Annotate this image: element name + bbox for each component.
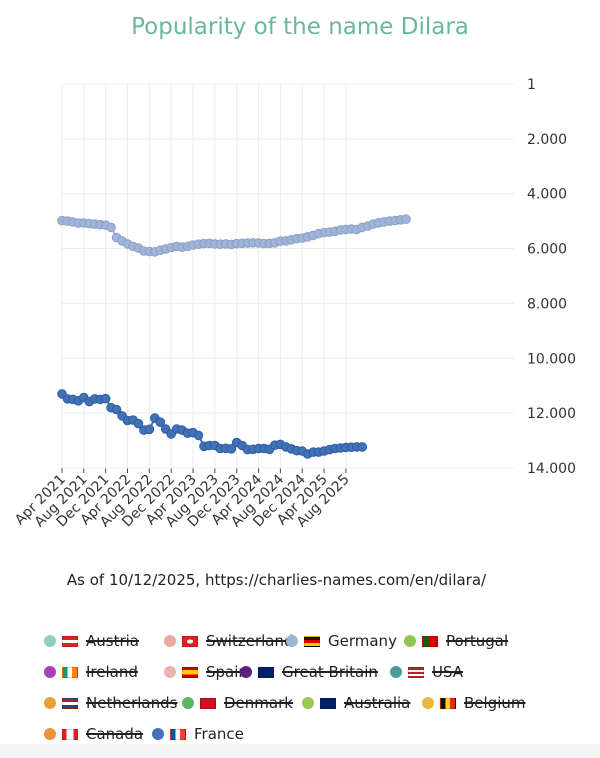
legend-label: Switzerland xyxy=(206,632,294,650)
data-point-france[interactable] xyxy=(133,418,144,429)
switzerland-flag-icon xyxy=(182,635,198,647)
y-tick-label: 12.000 xyxy=(527,406,576,422)
legend-item-netherlands[interactable]: Netherlands xyxy=(44,694,177,712)
usa-flag-icon xyxy=(408,666,424,678)
data-point-germany[interactable] xyxy=(106,222,116,233)
y-tick-label: 8.000 xyxy=(527,296,567,312)
germany-flag-icon xyxy=(304,635,320,647)
belgium-flag-icon xyxy=(440,697,456,709)
legend-label: Spain xyxy=(206,663,248,681)
legend-item-australia[interactable]: Australia xyxy=(302,694,410,712)
legend-item-belgium[interactable]: Belgium xyxy=(422,694,526,712)
legend-label: Portugal xyxy=(446,632,509,650)
legend-item-denmark[interactable]: Denmark xyxy=(182,694,293,712)
legend-label: Denmark xyxy=(224,694,293,712)
legend-label: Austria xyxy=(86,632,139,650)
legend-marker xyxy=(44,635,56,647)
uk-flag-icon xyxy=(258,666,274,678)
legend-marker xyxy=(44,697,56,709)
australia-flag-icon xyxy=(320,697,336,709)
legend-item-canada[interactable]: Canada xyxy=(44,725,143,743)
legend-marker xyxy=(286,635,298,647)
legend-item-great-britain[interactable]: Great Britain xyxy=(240,663,378,681)
legend-label: Ireland xyxy=(86,663,138,681)
legend-marker xyxy=(390,666,402,678)
legend-label: Germany xyxy=(328,632,397,650)
y-tick-label: 10.000 xyxy=(527,351,576,367)
legend-label: Australia xyxy=(344,694,411,712)
legend-marker xyxy=(404,635,416,647)
legend-label: Great Britain xyxy=(282,663,378,681)
legend-item-usa[interactable]: USA xyxy=(390,663,463,681)
canada-flag-icon xyxy=(62,728,78,740)
y-tick-label: 6.000 xyxy=(527,242,567,258)
legend-marker xyxy=(44,728,56,740)
chart-points xyxy=(57,214,411,459)
legend-item-france[interactable]: France xyxy=(152,725,244,743)
spain-flag-icon xyxy=(182,666,198,678)
data-point-france[interactable] xyxy=(111,404,122,415)
legend-marker xyxy=(164,666,176,678)
source-note: As of 10/12/2025, https://charlies-names… xyxy=(66,571,487,589)
austria-flag-icon xyxy=(62,635,78,647)
legend-item-ireland[interactable]: Ireland xyxy=(44,663,138,681)
data-point-france[interactable] xyxy=(144,424,155,435)
legend-item-austria[interactable]: Austria xyxy=(44,632,139,650)
legend-item-portugal[interactable]: Portugal xyxy=(404,632,508,650)
chart-axes: 12.0004.0006.0008.00010.00012.00014.000A… xyxy=(12,77,576,531)
legend-label: Belgium xyxy=(464,694,526,712)
data-point-france[interactable] xyxy=(193,430,204,441)
chart-lines xyxy=(61,218,407,456)
data-point-france[interactable] xyxy=(357,442,368,452)
legend-marker xyxy=(240,666,252,678)
denmark-flag-icon xyxy=(200,697,216,709)
legend-label: Canada xyxy=(86,725,144,743)
legend-marker xyxy=(422,697,434,709)
legend-marker xyxy=(44,666,56,678)
y-tick-label: 14.000 xyxy=(527,461,576,477)
legend-marker xyxy=(302,697,314,709)
data-point-france[interactable] xyxy=(226,444,237,454)
legend-marker xyxy=(164,635,176,647)
netherlands-flag-icon xyxy=(62,697,78,709)
line-chart: 12.0004.0006.0008.00010.00012.00014.000A… xyxy=(12,77,576,531)
y-tick-label: 2.000 xyxy=(527,132,567,148)
legend-label: France xyxy=(194,725,244,743)
legend-item-germany[interactable]: Germany xyxy=(286,632,397,650)
chart-title: Popularity of the name Dilara xyxy=(131,14,469,40)
ireland-flag-icon xyxy=(62,666,78,678)
portugal-flag-icon xyxy=(422,635,438,647)
bottom-bar xyxy=(0,744,600,758)
chart-grid xyxy=(61,83,514,469)
y-tick-label: 4.000 xyxy=(527,187,567,203)
data-point-germany[interactable] xyxy=(401,214,411,224)
legend-marker xyxy=(182,697,194,709)
legend-marker xyxy=(152,728,164,740)
data-point-france[interactable] xyxy=(155,417,166,428)
legend-item-switzerland[interactable]: Switzerland xyxy=(164,632,294,650)
legend-label: Netherlands xyxy=(86,694,178,712)
legend-item-spain[interactable]: Spain xyxy=(164,663,248,681)
data-point-france[interactable] xyxy=(100,393,111,404)
legend-label: USA xyxy=(432,663,464,681)
france-flag-icon xyxy=(170,728,186,740)
y-tick-label: 1 xyxy=(527,77,536,93)
